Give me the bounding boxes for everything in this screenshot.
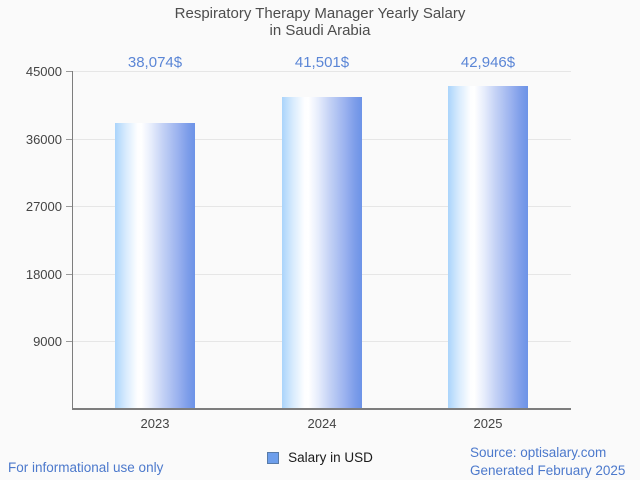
y-tick-label: 36000	[25, 132, 62, 147]
y-tick-label: 27000	[25, 199, 62, 214]
y-tick-label: 45000	[25, 64, 62, 79]
legend: Salary in USD	[0, 450, 640, 465]
bar-value-label: 41,501$	[294, 54, 350, 71]
y-axis-tick	[66, 71, 72, 72]
bar[interactable]	[448, 86, 528, 409]
gridline	[73, 71, 571, 72]
chart-title: Respiratory Therapy Manager Yearly Salar…	[0, 5, 640, 39]
x-tick-label: 2024	[307, 416, 337, 431]
disclaimer-note: For informational use only	[8, 460, 164, 475]
plot-area	[72, 71, 571, 409]
x-tick-label: 2025	[473, 416, 503, 431]
y-axis-line	[72, 71, 73, 409]
y-tick-label: 18000	[25, 267, 62, 282]
legend-label: Salary in USD	[288, 450, 373, 465]
generated-date: Generated February 2025	[470, 463, 626, 478]
y-axis-tick	[66, 206, 72, 207]
x-axis-line	[72, 408, 571, 410]
chart-title-line1: Respiratory Therapy Manager Yearly Salar…	[174, 5, 466, 22]
source-link[interactable]: Source: optisalary.com	[470, 445, 607, 460]
chart: 45000 36000 27000 18000 9000 38,074$ 2023 41,50…	[0, 54, 640, 431]
chart-title-line2: in Saudi Arabia	[269, 22, 371, 39]
bar-value-label: 38,074$	[127, 54, 183, 71]
bar[interactable]	[282, 97, 362, 409]
legend-marker-icon	[267, 451, 280, 464]
source-block: Source: optisalary.com Generated Februar…	[470, 444, 625, 480]
x-tick-label: 2023	[140, 416, 170, 431]
y-axis-tick	[66, 274, 72, 275]
bar[interactable]	[115, 123, 195, 409]
bar-value-label: 42,946$	[460, 54, 516, 71]
y-axis-tick	[66, 139, 72, 140]
y-axis-tick	[66, 341, 72, 342]
y-tick-label: 9000	[33, 334, 62, 349]
